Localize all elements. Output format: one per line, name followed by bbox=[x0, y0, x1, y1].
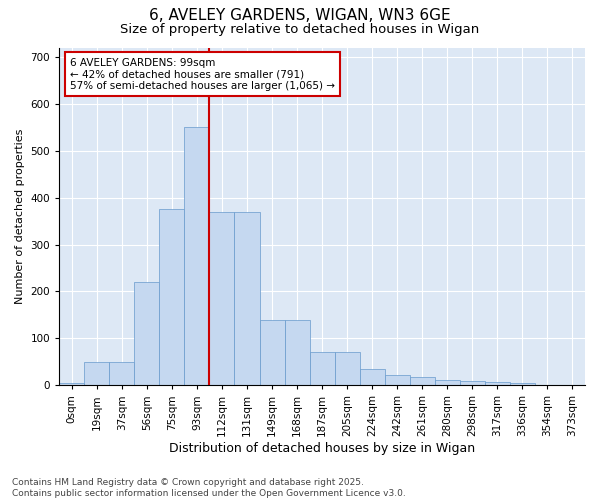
Y-axis label: Number of detached properties: Number of detached properties bbox=[15, 128, 25, 304]
Bar bbox=[109, 362, 134, 386]
Bar bbox=[510, 384, 535, 386]
Bar bbox=[359, 369, 385, 386]
Bar bbox=[260, 320, 284, 386]
Bar bbox=[485, 382, 510, 386]
Bar bbox=[460, 380, 485, 386]
Text: 6 AVELEY GARDENS: 99sqm
← 42% of detached houses are smaller (791)
57% of semi-d: 6 AVELEY GARDENS: 99sqm ← 42% of detache… bbox=[70, 58, 335, 91]
Bar bbox=[184, 128, 209, 386]
Bar bbox=[160, 210, 184, 386]
Bar bbox=[310, 352, 335, 386]
Bar bbox=[435, 380, 460, 386]
Bar bbox=[134, 282, 160, 386]
Bar bbox=[284, 320, 310, 386]
Text: 6, AVELEY GARDENS, WIGAN, WN3 6GE: 6, AVELEY GARDENS, WIGAN, WN3 6GE bbox=[149, 8, 451, 22]
X-axis label: Distribution of detached houses by size in Wigan: Distribution of detached houses by size … bbox=[169, 442, 475, 455]
Bar bbox=[209, 212, 235, 386]
Bar bbox=[84, 362, 109, 386]
Bar bbox=[385, 375, 410, 386]
Text: Contains HM Land Registry data © Crown copyright and database right 2025.
Contai: Contains HM Land Registry data © Crown c… bbox=[12, 478, 406, 498]
Bar bbox=[410, 377, 435, 386]
Bar bbox=[335, 352, 359, 386]
Text: Size of property relative to detached houses in Wigan: Size of property relative to detached ho… bbox=[121, 22, 479, 36]
Bar bbox=[59, 383, 84, 386]
Bar bbox=[235, 212, 260, 386]
